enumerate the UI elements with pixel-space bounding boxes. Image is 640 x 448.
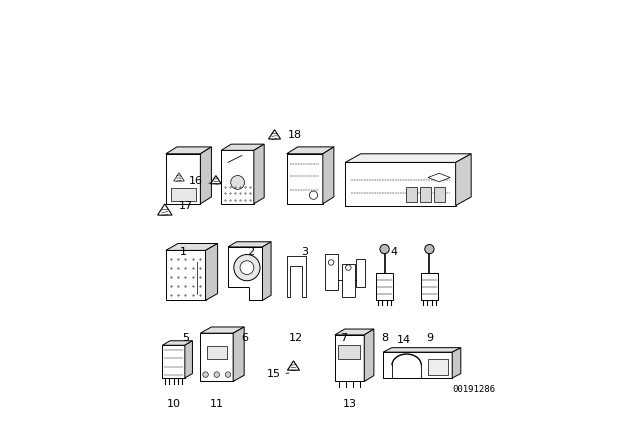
Text: 11: 11 [210, 399, 224, 409]
Text: 9: 9 [426, 333, 433, 343]
Polygon shape [269, 130, 280, 139]
Polygon shape [166, 154, 200, 204]
Polygon shape [228, 242, 271, 247]
Text: 14: 14 [397, 335, 411, 345]
Polygon shape [211, 176, 221, 184]
Text: 17: 17 [179, 201, 193, 211]
Circle shape [425, 245, 434, 254]
Bar [171, 188, 196, 201]
Text: 12: 12 [289, 333, 303, 343]
Circle shape [203, 372, 208, 377]
Polygon shape [157, 204, 172, 215]
Text: 16: 16 [189, 177, 203, 186]
Polygon shape [185, 341, 193, 378]
Text: 5: 5 [182, 333, 189, 343]
Polygon shape [166, 244, 218, 250]
Polygon shape [205, 244, 218, 301]
Text: 2: 2 [247, 247, 254, 257]
Bar [356, 259, 365, 287]
Bar [342, 264, 355, 297]
Polygon shape [287, 154, 323, 204]
Text: 15: 15 [266, 369, 280, 379]
Text: 7: 7 [340, 333, 347, 343]
Text: 3: 3 [301, 247, 308, 257]
Circle shape [231, 176, 244, 190]
Circle shape [214, 372, 220, 377]
Polygon shape [323, 147, 334, 204]
Polygon shape [421, 273, 438, 301]
Text: 4: 4 [390, 247, 397, 257]
Polygon shape [163, 345, 185, 378]
Polygon shape [200, 333, 233, 382]
Circle shape [346, 265, 351, 271]
Polygon shape [173, 173, 184, 181]
Polygon shape [163, 341, 193, 345]
Bar [207, 346, 227, 359]
Polygon shape [228, 247, 262, 301]
Polygon shape [221, 144, 264, 151]
Circle shape [225, 372, 231, 377]
Polygon shape [456, 154, 471, 206]
Text: 18: 18 [287, 130, 302, 140]
Polygon shape [287, 361, 300, 370]
Bar [428, 359, 448, 375]
Polygon shape [287, 255, 305, 297]
Circle shape [309, 191, 317, 199]
Polygon shape [428, 173, 450, 182]
Circle shape [380, 245, 389, 254]
Bar [406, 187, 417, 202]
Text: 13: 13 [342, 399, 356, 409]
Bar [324, 254, 338, 290]
Polygon shape [262, 242, 271, 301]
Polygon shape [166, 147, 211, 154]
Bar [339, 345, 360, 359]
Bar [383, 352, 452, 378]
Polygon shape [166, 250, 205, 301]
Text: 10: 10 [167, 399, 181, 409]
Text: 8: 8 [381, 333, 388, 343]
Polygon shape [200, 147, 211, 204]
Polygon shape [221, 151, 254, 204]
Circle shape [234, 254, 260, 281]
Polygon shape [254, 144, 264, 204]
Polygon shape [383, 348, 461, 352]
Polygon shape [452, 348, 461, 378]
Text: 1: 1 [180, 247, 187, 257]
Polygon shape [233, 327, 244, 382]
Circle shape [328, 260, 334, 265]
Text: 6: 6 [242, 333, 249, 343]
Bar [433, 187, 445, 202]
Polygon shape [345, 163, 456, 206]
Bar [420, 187, 431, 202]
Circle shape [240, 261, 254, 275]
Text: 00191286: 00191286 [452, 384, 495, 393]
Polygon shape [376, 273, 393, 301]
Polygon shape [345, 154, 471, 163]
Polygon shape [364, 329, 374, 382]
Polygon shape [335, 329, 374, 335]
Polygon shape [287, 147, 334, 154]
Polygon shape [335, 335, 364, 382]
Polygon shape [200, 327, 244, 333]
